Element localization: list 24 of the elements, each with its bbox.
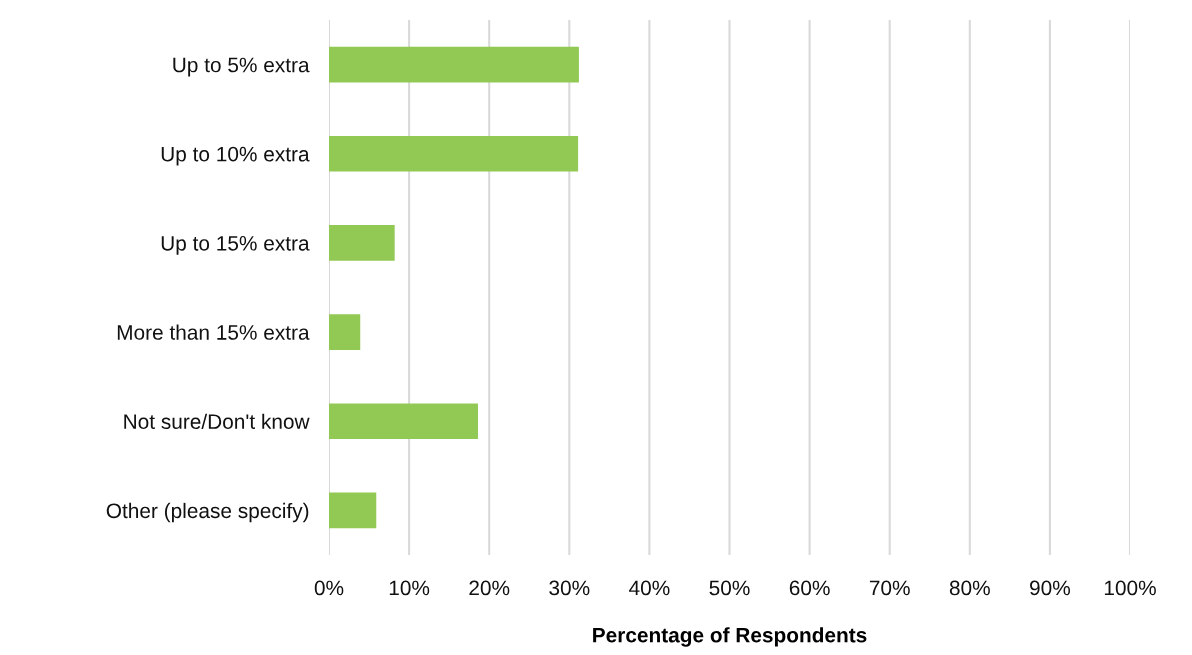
bar [329,46,579,83]
y-tick-label: Other (please specify) [106,502,309,523]
bar [329,492,377,529]
x-tick-label: 10% [389,580,430,596]
y-tick-label: Up to 5% extra [173,57,310,77]
x-tick-label: 20% [469,580,510,596]
x-tick-label: 100% [1104,580,1156,596]
x-tick-label: 70% [869,580,910,596]
x-tick-label: 30% [549,580,590,596]
y-tick-label: Not sure/Don't know [124,413,310,429]
y-tick-label: Up to 15% extra [161,236,310,255]
y-tick-label: Up to 10% extra [161,146,310,166]
bar [329,403,478,440]
x-tick-label: 0% [314,580,344,596]
bar [329,135,579,172]
x-tick-label: 40% [629,580,670,596]
x-tick-label: 90% [1030,580,1071,596]
x-axis-title: Percentage of Respondents [593,627,867,647]
x-tick-label: 80% [949,580,990,596]
bar [329,225,395,261]
x-tick-label: 60% [789,580,830,596]
y-tick-label: More than 15% extra [117,324,310,340]
x-tick-label: 50% [709,580,750,596]
bar [329,314,361,350]
